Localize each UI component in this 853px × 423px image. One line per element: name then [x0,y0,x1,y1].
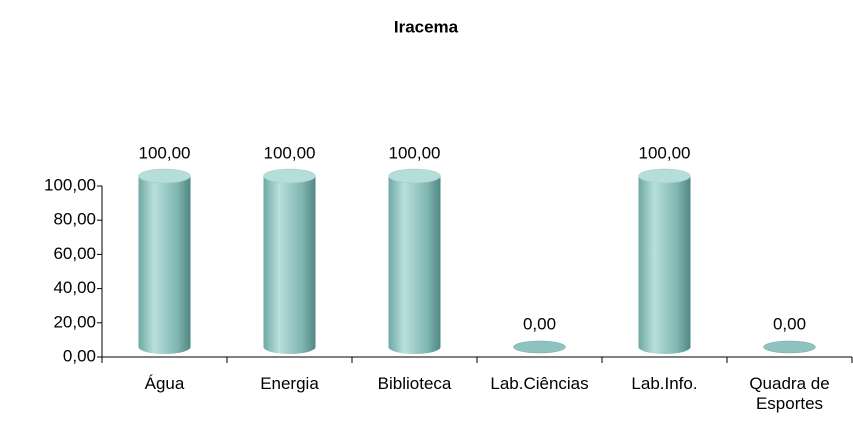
bar-part [638,168,691,184]
value-label: 0,00 [523,314,556,333]
bar-part [638,176,691,354]
bar [513,340,566,354]
bar-part [138,176,191,354]
y-tick-label: 40,00 [53,278,96,297]
bar-part [763,340,816,354]
chart-title: Iracema [394,17,459,36]
bar-part [388,176,441,354]
bar [138,168,191,354]
bar-part [513,340,566,354]
y-tick-label: 60,00 [53,244,96,263]
value-label: 100,00 [264,143,316,162]
bar [763,340,816,354]
bar [263,168,316,354]
y-tick-label: 100,00 [44,175,96,194]
bar-part [263,168,316,184]
bar-part [263,176,316,354]
bar [388,168,441,354]
bar-part [138,168,191,184]
y-tick-label: 80,00 [53,210,96,229]
x-tick-label: Lab.Ciências [490,374,589,393]
x-tick-label: Água [144,374,185,393]
bar [638,168,691,354]
value-label: 0,00 [773,314,806,333]
y-tick-label: 0,00 [63,346,96,365]
y-tick-label: 20,00 [53,312,96,331]
value-label: 100,00 [389,143,441,162]
x-tick-label: Energia [260,374,319,393]
bar-part [388,168,441,184]
x-tick-label: Quadra de Esportes [749,374,830,413]
value-label: 100,00 [639,143,691,162]
x-tick-label: Lab.Info. [631,374,698,393]
x-tick-label: Biblioteca [377,374,452,393]
value-label: 100,00 [139,143,191,162]
